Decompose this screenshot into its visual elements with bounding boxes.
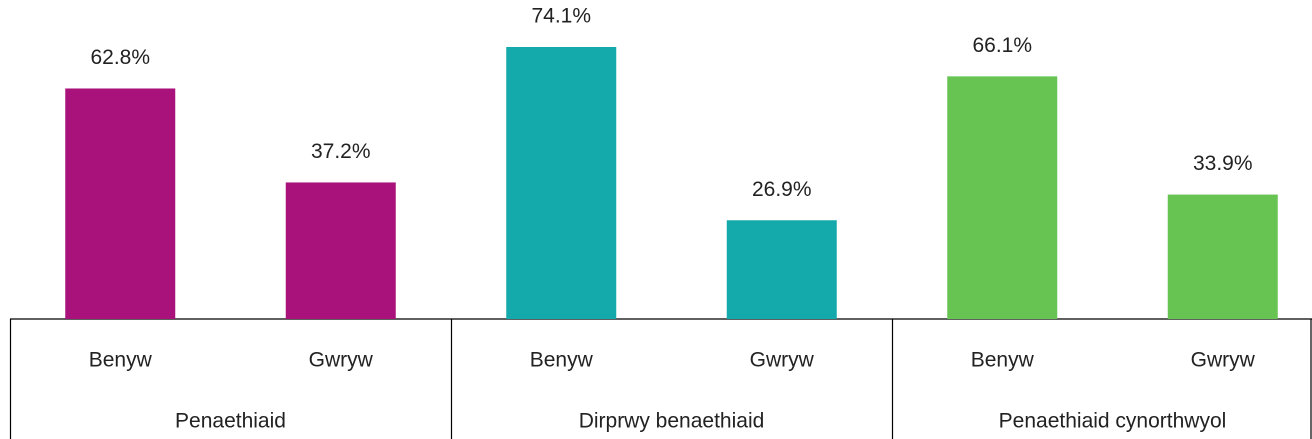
value-label: 26.9% [752,178,812,201]
value-label: 37.2% [311,140,371,163]
x-tick-label: Gwryw [309,349,374,372]
bar [1167,194,1278,319]
value-label: 33.9% [1193,152,1253,175]
value-label: 66.1% [972,34,1032,57]
x-tick-label: Gwryw [1191,349,1256,372]
bar [65,88,176,319]
x-tick-label: Gwryw [750,349,815,372]
value-label: 74.1% [531,5,591,28]
bar [947,76,1058,319]
x-tick-label: Benyw [530,349,594,372]
group-label: Penaethiaid cynorthwyol [999,410,1227,433]
value-label: 62.8% [90,46,150,69]
bar [285,182,396,319]
x-tick-label: Benyw [89,349,153,372]
bar [726,220,837,319]
x-tick-label: Benyw [971,349,1035,372]
bar [506,47,617,319]
group-label: Penaethiaid [175,410,286,433]
group-label: Dirprwy benaethiaid [579,410,765,433]
